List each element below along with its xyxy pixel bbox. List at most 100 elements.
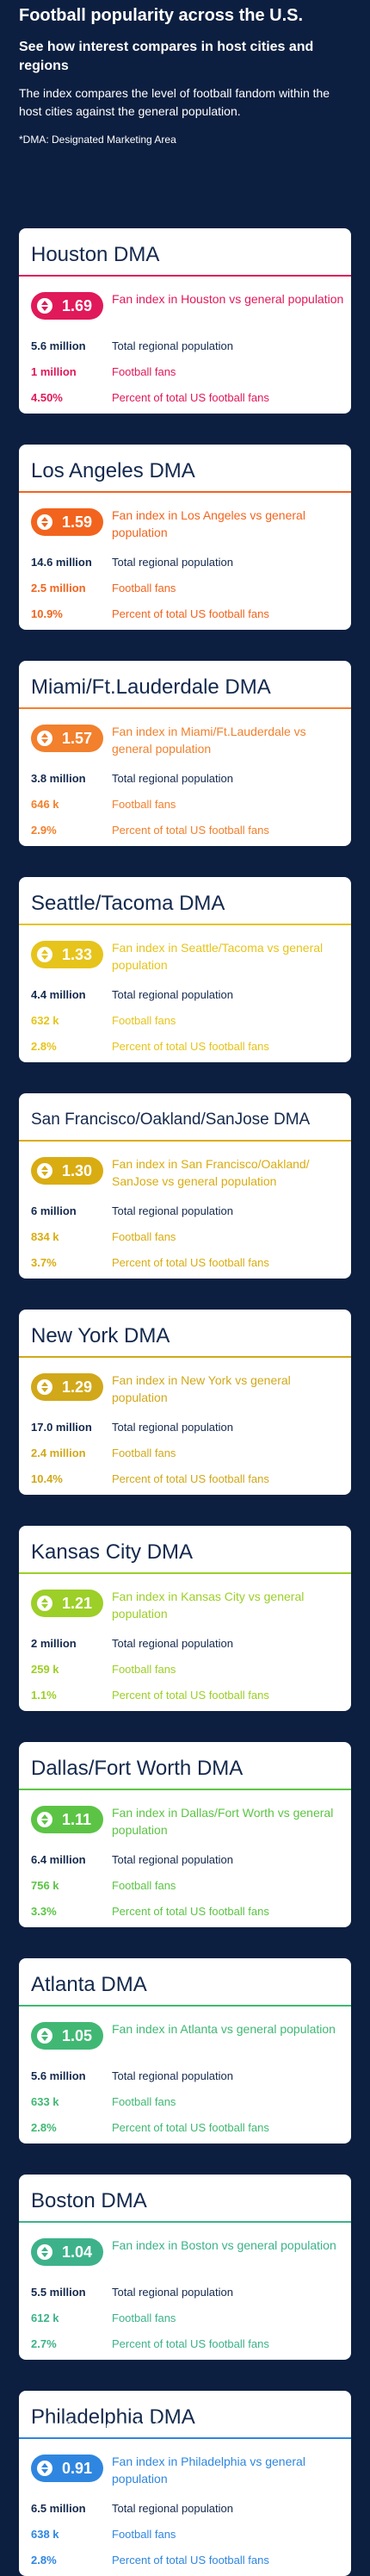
fan-index-value: 0.91 [62,2460,93,2477]
fan-index-badge: 1.30 [31,1157,103,1185]
fan-index-description: Fan index in Dallas/Fort Worth vs genera… [112,1806,334,1837]
dma-title: Philadelphia DMA [31,2405,195,2429]
fan-index-value: 1.29 [62,1378,93,1396]
dma-card: Dallas/Fort Worth DMA 1.11 Fan index in Da… [19,1742,351,1927]
football-fans-label: Football fans [112,2312,176,2324]
percent-fans-label: Percent of total US football fans [112,824,269,837]
football-fans-value: 638 k [31,2528,59,2541]
football-fans-value: 632 k [31,1014,59,1027]
percent-fans-value: 2.9% [31,824,57,837]
percent-fans-label: Percent of total US football fans [112,2121,269,2134]
fan-index-badge: 1.05 [31,2022,103,2050]
percent-fans-value: 2.8% [31,2121,57,2134]
title-divider [19,707,351,709]
dma-title: New York DMA [31,1324,170,1347]
fan-index-badge: 1.57 [31,725,103,752]
intro-text: The index compares the level of football… [19,86,330,118]
football-fans-value: 756 k [31,1879,59,1892]
football-fans-label: Football fans [112,798,176,811]
up-down-arrows-icon [37,2461,52,2476]
percent-fans-label: Percent of total US football fans [112,1256,269,1269]
dma-card: Los Angeles DMA 1.59 Fan index in Los Ange… [19,445,351,630]
dma-card: San Francisco/Oakland/SanJose DMA 1.30 Fan… [19,1093,351,1279]
population-label: Total regional population [112,1637,233,1650]
population-value: 3.8 million [31,772,86,785]
percent-fans-label: Percent of total US football fans [112,391,269,404]
dma-title: Seattle/Tacoma DMA [31,892,225,915]
fan-index-description: Fan index in San Francisco/Oakland/ SanJ… [112,1157,310,1188]
dma-title: Miami/Ft.Lauderdale DMA [31,675,271,699]
football-fans-label: Football fans [112,2528,176,2541]
fan-index-value: 1.11 [62,1811,92,1828]
fan-index-description: Fan index in New York vs general populat… [112,1373,291,1404]
fan-index-value: 1.59 [62,513,93,531]
population-label: Total regional population [112,1421,233,1434]
title-divider [19,1356,351,1358]
percent-fans-value: 1.1% [31,1689,57,1702]
source-line: Source: Scarborough USA+, [19,2418,172,2432]
percent-fans-value: 3.3% [31,1905,57,1918]
fan-index-badge: 1.69 [31,292,103,320]
fan-index-badge: 1.33 [31,941,103,968]
up-down-arrows-icon [37,298,52,314]
population-label: Total regional population [112,2286,233,2299]
up-down-arrows-icon [37,2244,52,2260]
fan-index-badge: 0.91 [31,2455,103,2482]
title-divider [19,924,351,925]
dma-title: Atlanta DMA [31,1973,147,1996]
percent-fans-label: Percent of total US football fans [112,1472,269,1485]
fan-index-badge: 1.21 [31,1590,103,1617]
dma-card: Houston DMA 1.69 Fan index in Houston vs g… [19,228,351,414]
title-divider [19,2437,351,2439]
fan-index-badge: 1.59 [31,508,103,536]
population-value: 2 million [31,1637,77,1650]
dma-note: *DMA: Designated Marketing Area [19,134,176,146]
population-label: Total regional population [112,1204,233,1217]
football-fans-label: Football fans [112,1879,176,1892]
fan-index-badge: 1.11 [31,1806,103,1833]
football-fans-value: 2.5 million [31,582,86,594]
fan-index-description: Fan index in Philadelphia vs general pop… [112,2455,305,2486]
title-divider [19,1140,351,1142]
dma-card: Seattle/Tacoma DMA 1.33 Fan index in Seatt… [19,877,351,1062]
percent-fans-label: Percent of total US football fans [112,2554,269,2567]
football-fans-value: 646 k [31,798,59,811]
up-down-arrows-icon [37,1163,52,1179]
population-value: 17.0 million [31,1421,92,1434]
percent-fans-value: 2.7% [31,2337,57,2350]
fan-index-value: 1.04 [62,2243,93,2261]
percent-fans-value: 10.4% [31,1472,63,1485]
dma-title: Dallas/Fort Worth DMA [31,1757,244,1780]
dma-title: Houston DMA [31,243,160,266]
dma-card: New York DMA 1.29 Fan index in New York vs… [19,1310,351,1495]
percent-fans-value: 10.9% [31,607,63,620]
dma-card: Atlanta DMA 1.05 Fan index in Atlanta vs g… [19,1958,351,2144]
football-fans-label: Football fans [112,2095,176,2108]
football-fans-value: 259 k [31,1663,59,1676]
football-fans-label: Football fans [112,365,176,378]
football-fans-label: Football fans [112,1230,176,1243]
population-label: Total regional population [112,1853,233,1866]
football-fans-value: 2.4 million [31,1447,86,1459]
up-down-arrows-icon [37,1379,52,1395]
fan-index-description: Fan index in Seattle/Tacoma vs general p… [112,941,324,972]
population-value: 4.4 million [31,988,86,1001]
percent-fans-label: Percent of total US football fans [112,1905,269,1918]
population-value: 5.6 million [31,339,86,352]
football-fans-value: 633 k [31,2095,59,2108]
population-value: 6.4 million [31,1853,86,1866]
football-fans-value: 1 million [31,365,77,378]
fan-index-badge: 1.29 [31,1373,103,1401]
percent-fans-label: Percent of total US football fans [112,1040,269,1053]
dma-card: Kansas City DMA 1.21 Fan index in Kansas C… [19,1526,351,1711]
fan-index-value: 1.57 [62,730,93,747]
dma-title: Kansas City DMA [31,1540,194,1564]
percent-fans-label: Percent of total US football fans [112,1689,269,1702]
fan-index-badge: 1.04 [31,2238,103,2266]
fan-index-value: 1.05 [62,2027,93,2044]
up-down-arrows-icon [37,731,52,746]
title-divider [19,1572,351,1574]
header: Football popularity across the U.S. See … [0,0,370,146]
percent-fans-value: 3.7% [31,1256,57,1269]
population-value: 6.5 million [31,2502,86,2515]
